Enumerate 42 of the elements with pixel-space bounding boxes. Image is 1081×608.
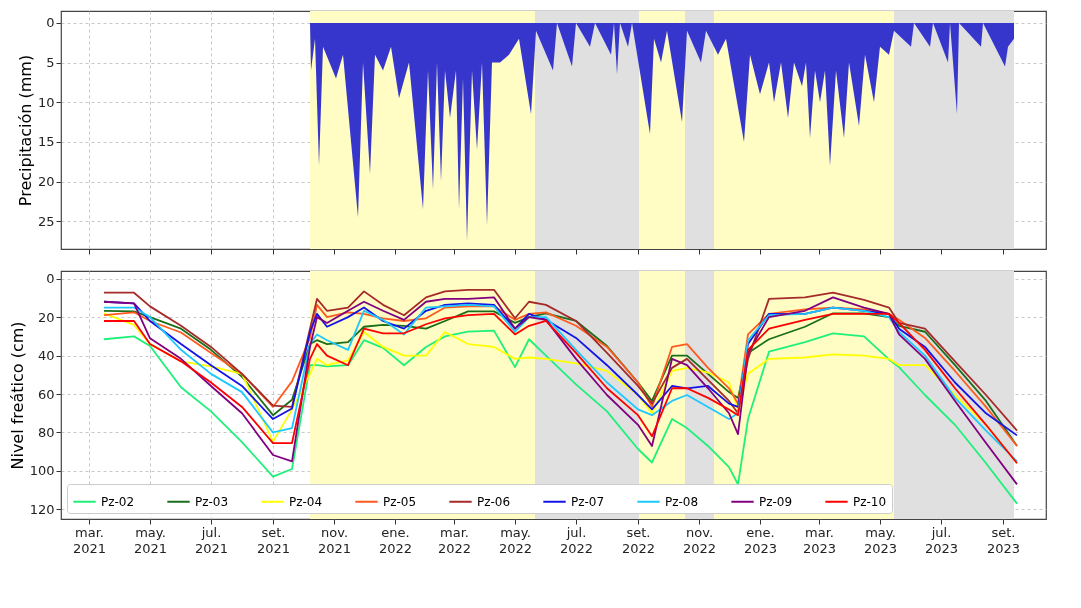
x-tick-label: jul. 2022 — [559, 524, 594, 556]
y-tick-label: 20 — [37, 309, 55, 325]
y-axis-title: Nivel freático (cm) — [7, 321, 27, 470]
legend-label: Pz-06 — [477, 494, 511, 509]
y-tick-label: 0 — [46, 15, 55, 31]
x-tick-label: set. 2023 — [986, 524, 1021, 556]
y-tick-label: 0 — [46, 271, 55, 287]
y-tick-label: 5 — [46, 55, 55, 71]
x-tick-label: set. 2021 — [256, 524, 291, 556]
y-tick-label: 40 — [37, 348, 55, 364]
legend-label: Pz-02 — [101, 494, 135, 509]
x-tick-label: jul. 2023 — [924, 524, 959, 556]
legend-label: Pz-03 — [195, 494, 229, 509]
x-tick-label: mar. 2021 — [72, 524, 107, 556]
x-tick-label: mar. 2023 — [802, 524, 837, 556]
y-tick-label: 60 — [37, 386, 55, 402]
y-tick-label: 25 — [37, 213, 55, 229]
y-axis-title: Precipitación (mm) — [15, 54, 35, 207]
legend-label: Pz-08 — [665, 494, 699, 509]
x-tick-label: ene. 2022 — [378, 524, 413, 556]
x-tick-label: jul. 2021 — [194, 524, 229, 556]
y-tick-label: 10 — [37, 94, 55, 110]
x-tick-label: set. 2022 — [621, 524, 656, 556]
y-tick-label: 15 — [37, 134, 55, 150]
y-tick-label: 20 — [37, 174, 55, 190]
y-tick-label: 80 — [37, 424, 55, 440]
x-tick-label: may. 2021 — [133, 524, 168, 556]
legend-label: Pz-07 — [571, 494, 605, 509]
legend-label: Pz-09 — [759, 494, 793, 509]
legend-label: Pz-05 — [383, 494, 417, 509]
y-tick-label: 120 — [29, 501, 55, 517]
x-tick-label: mar. 2022 — [437, 524, 472, 556]
line-series — [103, 296, 1018, 486]
x-tick-label: ene. 2023 — [743, 524, 778, 556]
x-tick-label: nov. 2022 — [682, 524, 717, 556]
x-tick-label: may. 2023 — [863, 524, 898, 556]
line-series — [103, 329, 1018, 505]
x-tick-label: nov. 2021 — [317, 524, 352, 556]
x-tick-label: may. 2022 — [498, 524, 533, 556]
legend-label: Pz-04 — [289, 494, 323, 509]
legend-label: Pz-10 — [853, 494, 887, 509]
y-tick-label: 100 — [29, 463, 55, 479]
